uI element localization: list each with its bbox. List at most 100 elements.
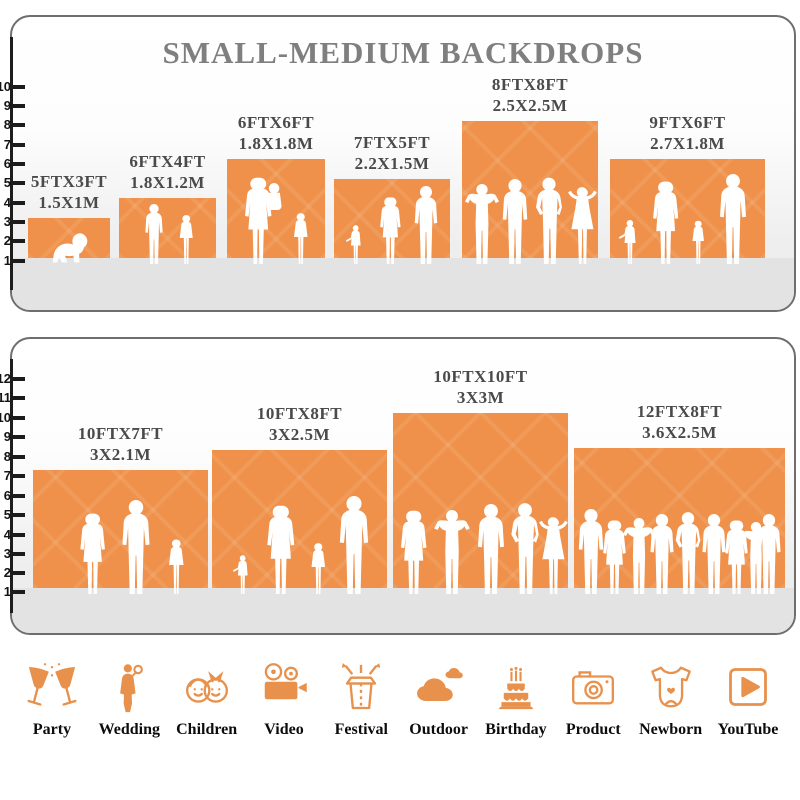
- backdrop-size-label: 10FTX7FT 3X2.1M: [77, 424, 164, 464]
- people-silhouettes: [345, 186, 438, 264]
- ruler-number: 5: [3, 175, 11, 190]
- backdrop-9x6: 9FTX6FT 2.7X1.8M: [610, 113, 765, 264]
- category-label: Outdoor: [409, 721, 468, 738]
- backdrop-7x5: 7FTX5FT 2.2X1.5M: [334, 133, 450, 264]
- ruler-number: 12: [0, 371, 11, 386]
- product-icon: [572, 671, 615, 705]
- ruler-number: 8: [3, 449, 11, 464]
- people-silhouettes: [465, 177, 597, 264]
- children-icon: [185, 671, 228, 703]
- ruler-number: 2: [3, 233, 11, 248]
- floor-strip: [12, 258, 794, 310]
- floor-strip: [12, 588, 794, 633]
- backdrop-size-label: 6FTX4FT 1.8X1.2M: [129, 152, 206, 192]
- panel-small-medium: SMALL-MEDIUM BACKDROPS 10 9 8 7 6 5 4 3 …: [0, 15, 796, 312]
- backdrop-10x7: 10FTX7FT 3X2.1M: [33, 424, 208, 594]
- birthday-icon: [498, 666, 534, 710]
- people-silhouettes: [400, 503, 568, 594]
- category-label: Children: [176, 721, 238, 738]
- backdrop-size-label: 6FTX6FT 1.8X1.8M: [237, 113, 315, 153]
- panel-large: 12 11 10 9 8 7 6 5 4 3 2 1 10FTX7FT 3X2.1…: [0, 337, 796, 635]
- ruler-tick: [11, 416, 25, 420]
- wedding-icon: [120, 664, 144, 713]
- backdrop-10x8: 10FTX8FT 3X2.5M: [212, 404, 387, 594]
- ruler-tick: [11, 259, 25, 263]
- ruler-tick: [11, 377, 25, 381]
- ruler-tick: [11, 494, 25, 498]
- category-label: Wedding: [98, 721, 160, 738]
- page-title: SMALL-MEDIUM BACKDROPS: [162, 35, 644, 70]
- backdrop-size-label: 5FTX3FT 1.5X1M: [30, 172, 108, 212]
- ruler-number: 3: [3, 546, 11, 561]
- ruler-number: 10: [0, 410, 11, 425]
- people-silhouettes: [245, 177, 308, 264]
- people-silhouettes: [232, 496, 369, 594]
- newborn-icon: [650, 666, 691, 708]
- ruler-tick: [11, 181, 25, 185]
- backdrop-10x10: 10FTX10FT 3X3M: [393, 367, 568, 594]
- ruler-number: 7: [3, 468, 11, 483]
- category-label: Product: [565, 721, 621, 738]
- backdrop-size-label: 8FTX8FT 2.5X2.5M: [491, 75, 569, 115]
- people-silhouettes: [80, 500, 184, 594]
- people-silhouettes: [145, 204, 193, 264]
- category-outdoor: Outdoor: [401, 658, 477, 739]
- category-label: YouTube: [717, 721, 779, 738]
- ruler-tick: [11, 123, 25, 127]
- ruler-number: 5: [3, 507, 11, 522]
- people-silhouettes: [618, 174, 746, 264]
- backdrop-size-label: 7FTX5FT 2.2X1.5M: [353, 133, 431, 173]
- ruler-tick: [11, 143, 25, 147]
- ruler-number: 1: [3, 253, 11, 268]
- ruler-number: 4: [3, 527, 11, 542]
- category-newborn: Newborn: [633, 658, 709, 739]
- category-label: Party: [32, 721, 72, 738]
- ruler-number: 10: [0, 79, 11, 94]
- ruler-tick: [11, 455, 25, 459]
- ruler-tick: [11, 201, 25, 205]
- video-icon: [264, 663, 307, 700]
- category-row: Party Wedding: [14, 658, 786, 739]
- youtube-icon: [729, 668, 767, 706]
- ruler-tick: [11, 513, 25, 517]
- category-label: Video: [264, 721, 304, 738]
- ruler-number: 3: [3, 214, 11, 229]
- category-video: Video: [246, 658, 322, 739]
- ruler-tick: [11, 162, 25, 166]
- category-party: Party: [14, 658, 90, 739]
- category-birthday: Birthday: [478, 658, 554, 739]
- ruler-number: 6: [3, 488, 11, 503]
- backdrop-size-label: 10FTX10FT 3X3M: [433, 367, 528, 407]
- category-label: Festival: [334, 721, 388, 738]
- ruler-tick: [11, 220, 25, 224]
- ruler-number: 8: [3, 117, 11, 132]
- ruler-number: 4: [3, 195, 11, 210]
- backdrop-6x6: 6FTX6FT 1.8X1.8M: [227, 113, 325, 264]
- ruler-tick: [11, 533, 25, 537]
- category-children: Children: [169, 658, 245, 739]
- people-silhouettes: [52, 233, 88, 263]
- ruler-number: 1: [3, 584, 11, 599]
- category-label: Newborn: [639, 721, 703, 738]
- ruler-number: 7: [3, 137, 11, 152]
- ruler-tick: [11, 396, 25, 400]
- people-silhouettes: [578, 509, 781, 594]
- ruler-number: 2: [3, 565, 11, 580]
- category-youtube: YouTube: [710, 658, 786, 739]
- ruler-tick: [11, 571, 25, 575]
- backdrop-size-label: 9FTX6FT 2.7X1.8M: [649, 113, 726, 153]
- category-festival: Festival: [323, 658, 399, 739]
- ruler-spine: [10, 359, 13, 613]
- party-icon: [27, 663, 77, 706]
- backdrop-size-label: 10FTX8FT 3X2.5M: [256, 404, 343, 444]
- ruler-tick: [11, 552, 25, 556]
- ruler-number: 9: [3, 429, 11, 444]
- outdoor-icon: [416, 667, 463, 701]
- category-wedding: Wedding: [91, 658, 167, 739]
- ruler-tick: [11, 474, 25, 478]
- ruler-tick: [11, 239, 25, 243]
- category-product: Product: [555, 658, 631, 739]
- ruler-tick: [11, 104, 25, 108]
- ruler-number: 6: [3, 156, 11, 171]
